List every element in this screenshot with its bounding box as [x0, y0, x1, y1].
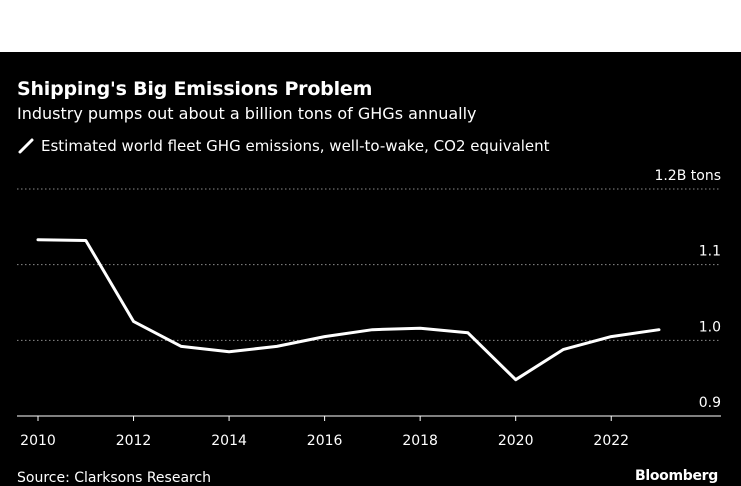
- chart-panel: Shipping's Big Emissions Problem Industr…: [0, 52, 741, 486]
- x-tick-label: 2016: [307, 433, 343, 449]
- legend-line-swatch: [18, 138, 34, 154]
- bloomberg-logo: Bloomberg: [634, 468, 718, 484]
- y-tick-label: 1.1: [699, 244, 721, 260]
- x-tick-label: 2022: [593, 433, 629, 449]
- y-axis-labels: 0.9 1.0 1.1 1.2B tons: [654, 168, 721, 411]
- y-tick-label: 1.0: [699, 319, 721, 335]
- legend: Estimated world fleet GHG emissions, wel…: [17, 137, 550, 155]
- x-axis: 2010 2012 2014 2016 2018 2020 2022: [17, 415, 721, 449]
- chart-title: Shipping's Big Emissions Problem: [17, 78, 373, 100]
- x-tick-label: 2020: [498, 433, 534, 449]
- series-layer: [36, 238, 661, 382]
- x-tick-label: 2010: [20, 433, 56, 449]
- x-tick-label: 2018: [402, 433, 438, 449]
- grid-lines: [17, 188, 721, 341]
- series-line: [36, 238, 661, 382]
- x-tick-label: 2012: [116, 433, 152, 449]
- x-tick-label: 2014: [211, 433, 247, 449]
- line-chart: 0.91.01.11.2B tons 2010 2012 2014 2016 2018 2…: [17, 168, 721, 449]
- y-tick-label: 0.9: [699, 395, 721, 411]
- legend-label: Estimated world fleet GHG emissions, wel…: [41, 137, 550, 155]
- chart-subtitle: Industry pumps out about a billion tons …: [17, 104, 477, 123]
- y-tick-label: 1.2B tons: [654, 168, 721, 184]
- source-note: Source: Clarksons Research: [17, 470, 212, 486]
